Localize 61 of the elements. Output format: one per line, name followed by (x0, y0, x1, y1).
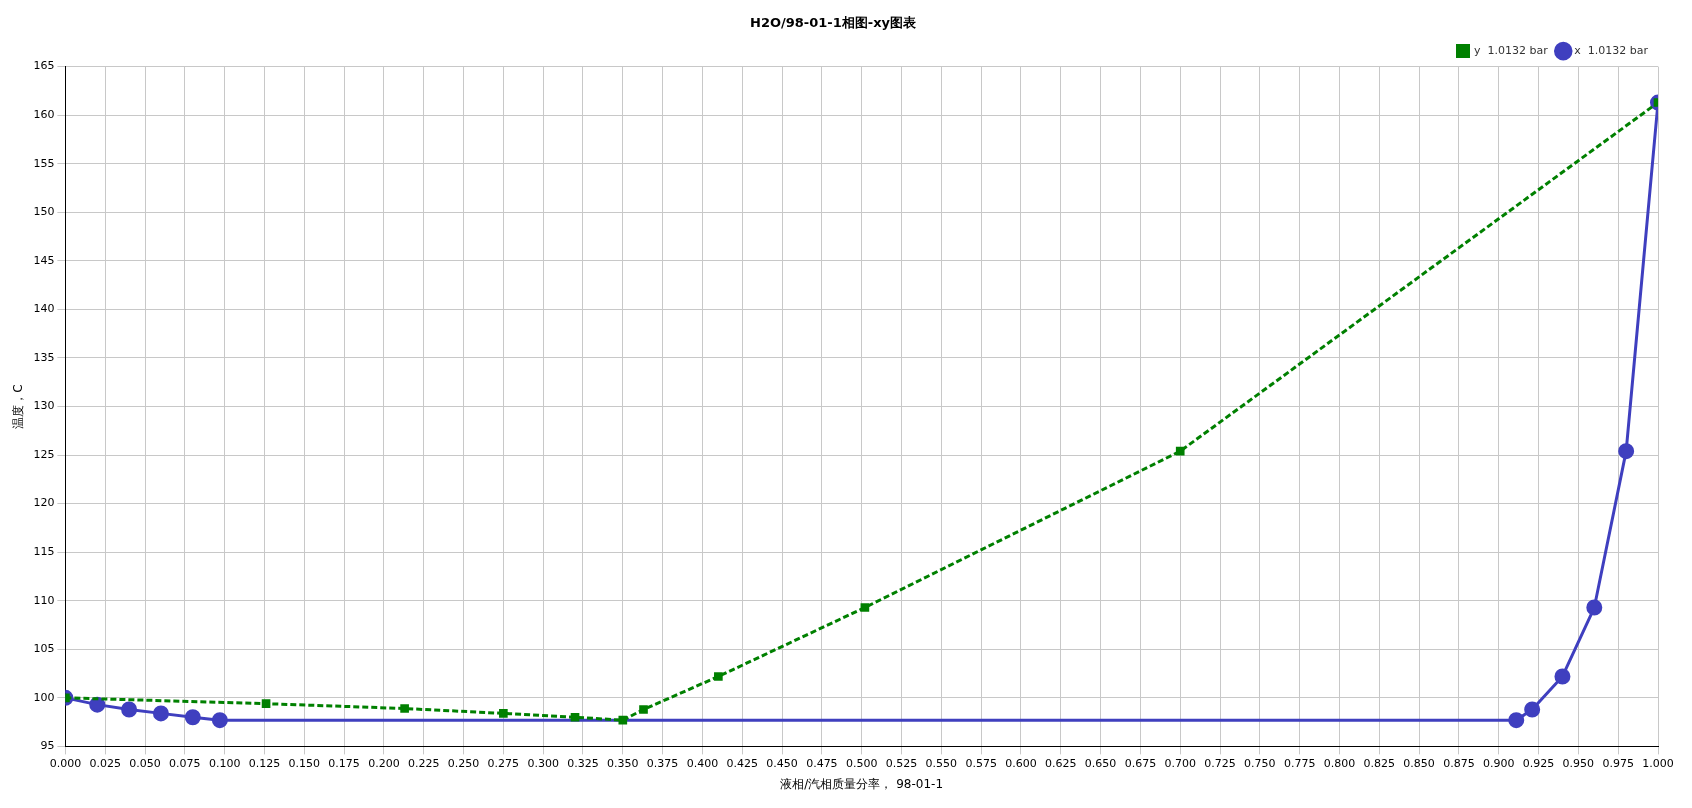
y-tick-label: 150 (33, 205, 55, 219)
x-tick-label: 0.925 (1522, 756, 1555, 770)
x-tick-label: 0.600 (1005, 756, 1037, 770)
y-tick-label: 120 (33, 496, 55, 510)
y-tick-label: 160 (33, 108, 55, 122)
x-tick-label: 0.150 (288, 756, 321, 770)
y-tick-label: 140 (33, 302, 55, 316)
x-tick-label: 0.750 (1244, 756, 1276, 770)
x-tick-label: 0.050 (129, 756, 161, 770)
y-tick-label: 105 (33, 642, 55, 656)
y-tick-label: 115 (33, 545, 55, 559)
y-axis-title: 温度，C (11, 384, 26, 429)
chart-title: H2O/98-01-1相图-xy图表 (750, 15, 917, 31)
x-tick-label: 0.950 (1562, 756, 1595, 770)
y-tick-label: 165 (33, 59, 55, 73)
legend-label: x 1.0132 bar (1574, 43, 1649, 57)
x-tick-label: 1.000 (1642, 756, 1674, 770)
x-tick-label: 0.100 (208, 756, 241, 770)
x-tick-label: 0.125 (248, 756, 281, 770)
x-tick-label: 0.575 (965, 756, 997, 770)
x-tick-label: 0.425 (726, 756, 758, 770)
y-tick-label: 100 (33, 690, 55, 704)
y-tick-label: 135 (33, 350, 55, 364)
x-tick-label: 0.400 (686, 756, 719, 770)
x-tick-label: 0.000 (49, 756, 82, 770)
x-tick-label: 0.875 (1443, 756, 1475, 770)
x-tick-label: 0.325 (567, 756, 599, 770)
x-tick-label: 0.250 (447, 756, 480, 770)
x-tick-label: 0.200 (368, 756, 400, 770)
x-tick-label: 0.450 (766, 756, 798, 770)
x-tick-label: 0.075 (169, 756, 201, 770)
x-tick-label: 0.850 (1403, 756, 1435, 770)
y-tick-label: 145 (33, 253, 55, 267)
x-tick-label: 0.825 (1363, 756, 1396, 770)
x-tick-label: 0.975 (1602, 756, 1634, 770)
x-tick-label: 0.300 (527, 756, 559, 770)
y-tick-label: 130 (33, 399, 55, 413)
x-tick-label: 0.625 (1045, 756, 1077, 770)
y-tick-label: 155 (33, 156, 55, 170)
x-tick-label: 0.475 (806, 756, 838, 770)
y-tick-label: 110 (33, 593, 55, 607)
x-tick-label: 0.775 (1283, 756, 1316, 770)
x-tick-label: 0.175 (328, 756, 360, 770)
x-tick-label: 0.375 (646, 756, 679, 770)
x-tick-label: 0.500 (845, 756, 878, 770)
x-tick-label: 0.225 (407, 756, 440, 770)
x-tick-label: 0.025 (89, 756, 121, 770)
y-tick-label: 95 (40, 739, 55, 753)
x-tick-label: 0.525 (885, 756, 918, 770)
x-tick-label: 0.900 (1482, 756, 1515, 770)
legend-label: y 1.0132 bar (1474, 43, 1549, 57)
x-tick-label: 0.700 (1164, 756, 1196, 770)
x-tick-label: 0.650 (1084, 756, 1117, 770)
x-tick-label: 0.675 (1124, 756, 1157, 770)
x-tick-label: 0.350 (607, 756, 639, 770)
y-tick-label: 125 (33, 447, 55, 461)
x-axis-title: 液相/汽相质量分率， 98-01-1 (780, 776, 944, 791)
x-tick-label: 0.275 (487, 756, 520, 770)
x-tick-label: 0.800 (1323, 756, 1356, 770)
x-tick-label: 0.725 (1204, 756, 1236, 770)
x-tick-label: 0.550 (925, 756, 958, 770)
